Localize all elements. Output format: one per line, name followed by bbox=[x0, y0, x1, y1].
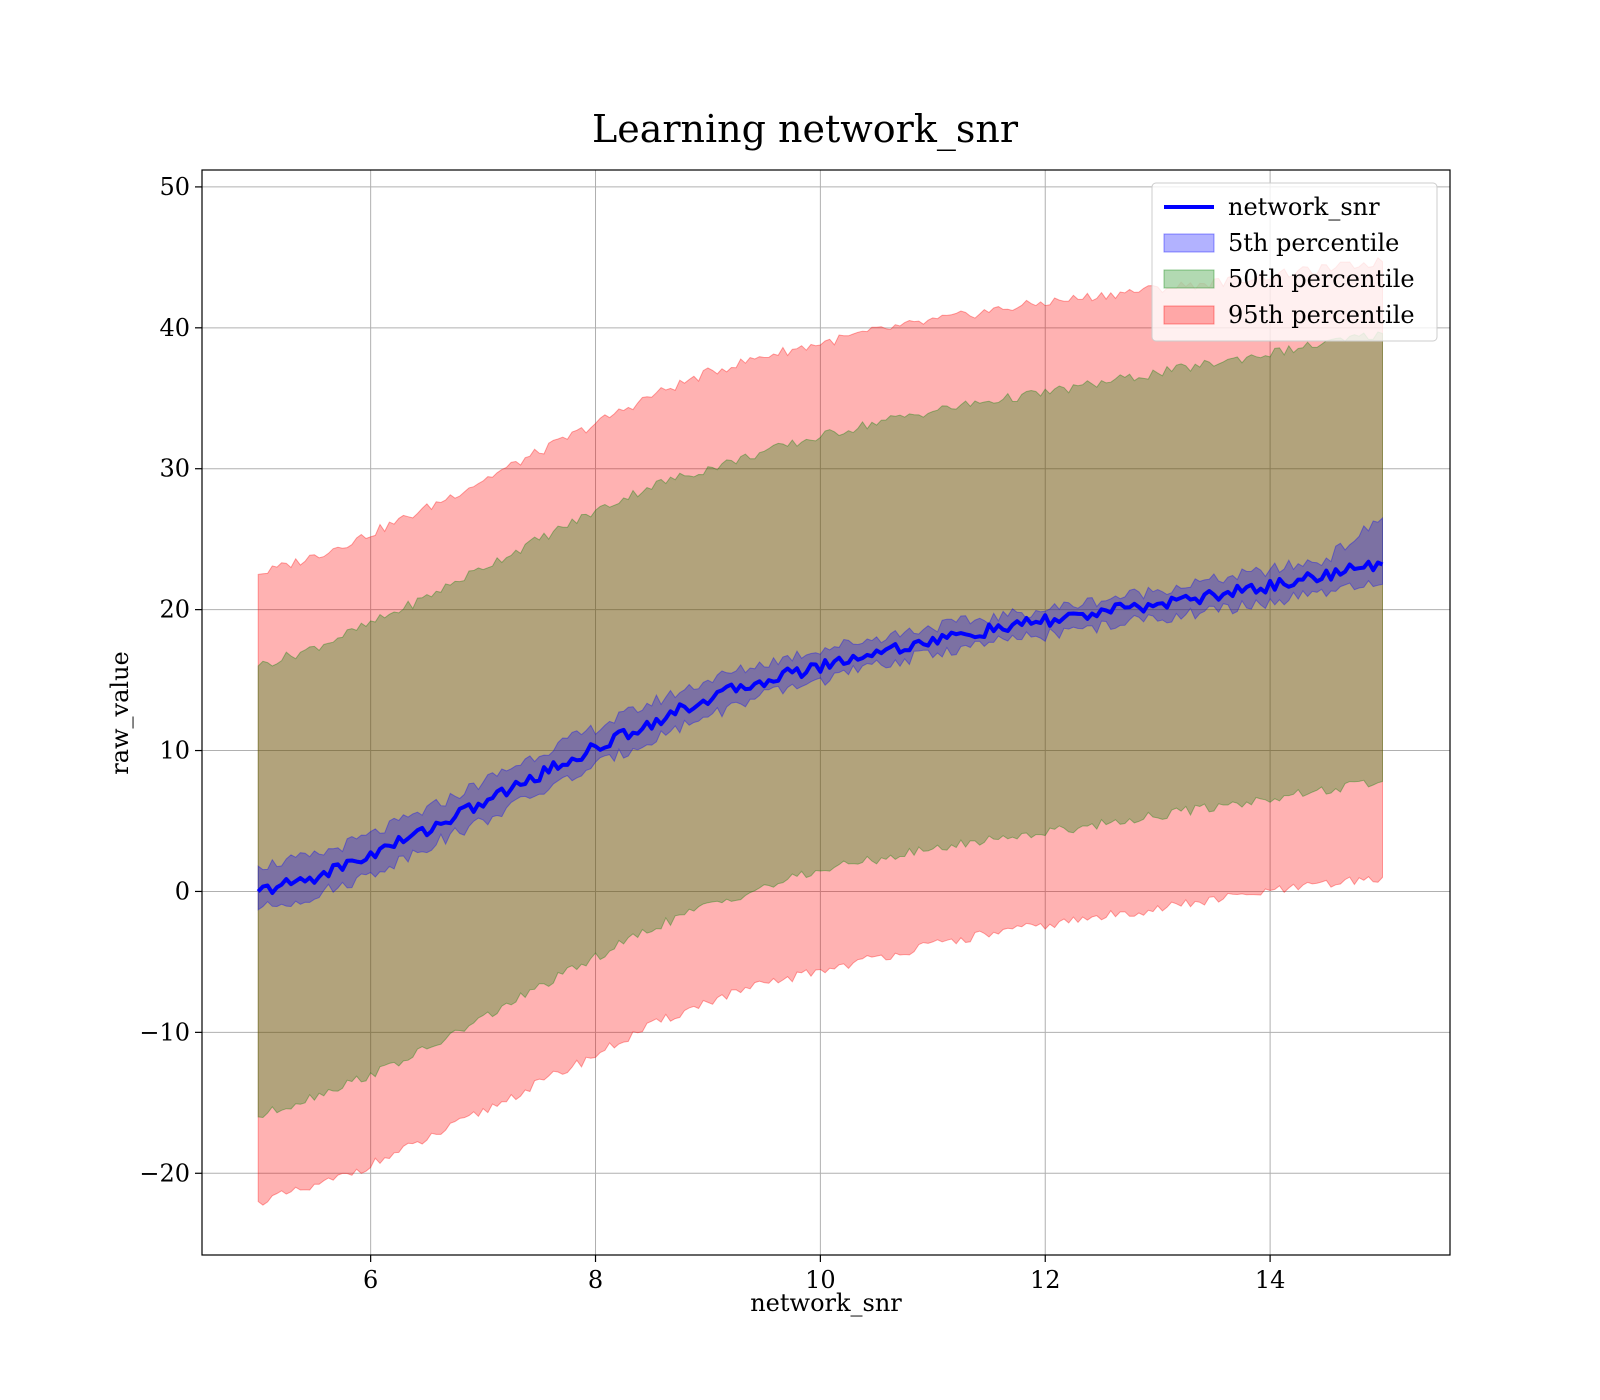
legend-label: 5th percentile bbox=[1228, 229, 1399, 257]
y-axis-ticks: −20 −10 0 10 20 30 40 50 bbox=[139, 173, 202, 1187]
y-tick-label: 10 bbox=[159, 737, 190, 765]
legend-swatch-band bbox=[1163, 269, 1215, 289]
y-tick-label: 50 bbox=[159, 173, 190, 201]
x-axis-label: network_snr bbox=[750, 1289, 902, 1317]
percentile-bands bbox=[257, 257, 1383, 1206]
x-tick-label: 8 bbox=[588, 1266, 603, 1294]
x-tick-label: 12 bbox=[1030, 1266, 1061, 1294]
band-50th-percentile bbox=[257, 331, 1383, 1119]
legend-label: 50th percentile bbox=[1228, 265, 1415, 293]
y-axis-label: raw_value bbox=[106, 651, 134, 775]
y-tick-label: −10 bbox=[139, 1018, 190, 1046]
line-network-snr bbox=[256, 559, 1384, 895]
x-axis-ticks: 6 8 10 12 14 bbox=[363, 1255, 1285, 1294]
x-tick-label: 6 bbox=[363, 1266, 378, 1294]
legend-box bbox=[1151, 182, 1438, 342]
y-tick-label: 0 bbox=[175, 877, 190, 905]
y-tick-label: 20 bbox=[159, 596, 190, 624]
chart-title: Learning network_snr bbox=[592, 107, 1019, 152]
grid bbox=[202, 170, 1450, 1255]
x-tick-label: 14 bbox=[1255, 1266, 1286, 1294]
y-tick-label: −20 bbox=[139, 1159, 190, 1187]
legend-label: network_snr bbox=[1228, 193, 1380, 221]
legend-label: 95th percentile bbox=[1228, 301, 1415, 329]
band-95th-percentile bbox=[257, 257, 1383, 1206]
y-tick-label: 40 bbox=[159, 314, 190, 342]
x-tick-label: 10 bbox=[805, 1266, 836, 1294]
series-lines bbox=[256, 559, 1384, 895]
legend-swatch-band bbox=[1163, 233, 1215, 253]
legend-swatch-band bbox=[1163, 305, 1215, 325]
band-5th-percentile bbox=[257, 516, 1383, 911]
y-tick-label: 30 bbox=[159, 455, 190, 483]
plot-frame bbox=[201, 169, 1451, 1256]
legend: network_snr 5th percentile 50th percentile… bbox=[1151, 182, 1438, 342]
